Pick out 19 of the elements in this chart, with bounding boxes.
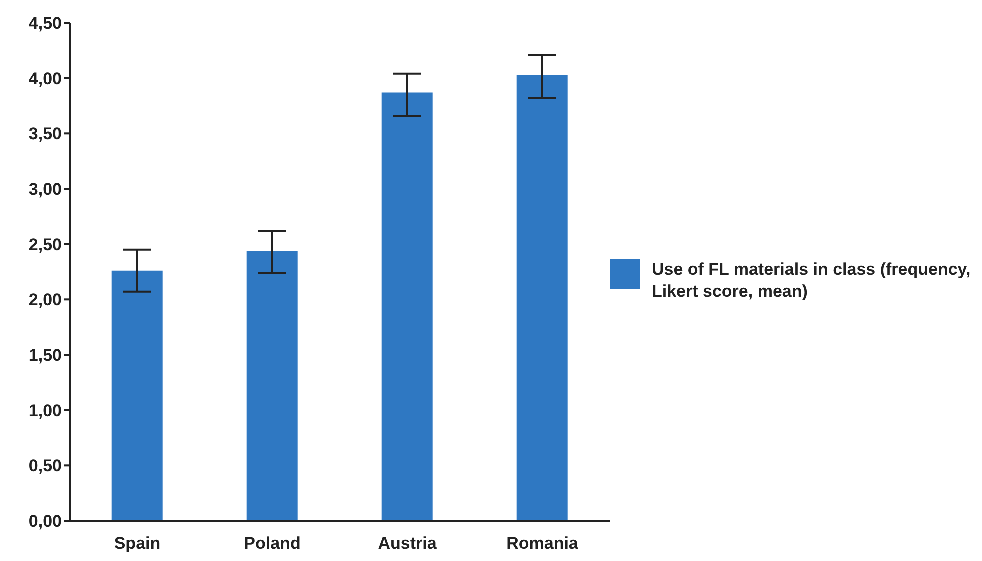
y-tick-label: 4,50 [28,14,62,34]
y-tick-label: 0,00 [28,512,62,532]
y-tick-label: 0,50 [28,456,62,476]
x-tick-label: Romania [506,534,579,554]
legend-label: Use of FL materials in class (frequency, Likert score, mean) [652,258,972,302]
x-tick-label: Poland [244,534,301,554]
y-tick-label: 2,50 [28,235,62,254]
bar [246,250,298,521]
y-tick-label: 1,00 [28,401,62,420]
x-tick-label: Austria [378,534,438,554]
bar [112,270,163,521]
y-tick-label: 1,50 [28,346,62,366]
bar [516,75,568,521]
y-tick-label: 3,50 [28,124,62,144]
y-tick-label: 3,00 [28,180,62,200]
x-tick-label: Spain [114,534,161,554]
y-tick-label: 4,00 [28,69,62,88]
bar [382,92,433,521]
y-tick-label: 2,00 [28,290,62,310]
